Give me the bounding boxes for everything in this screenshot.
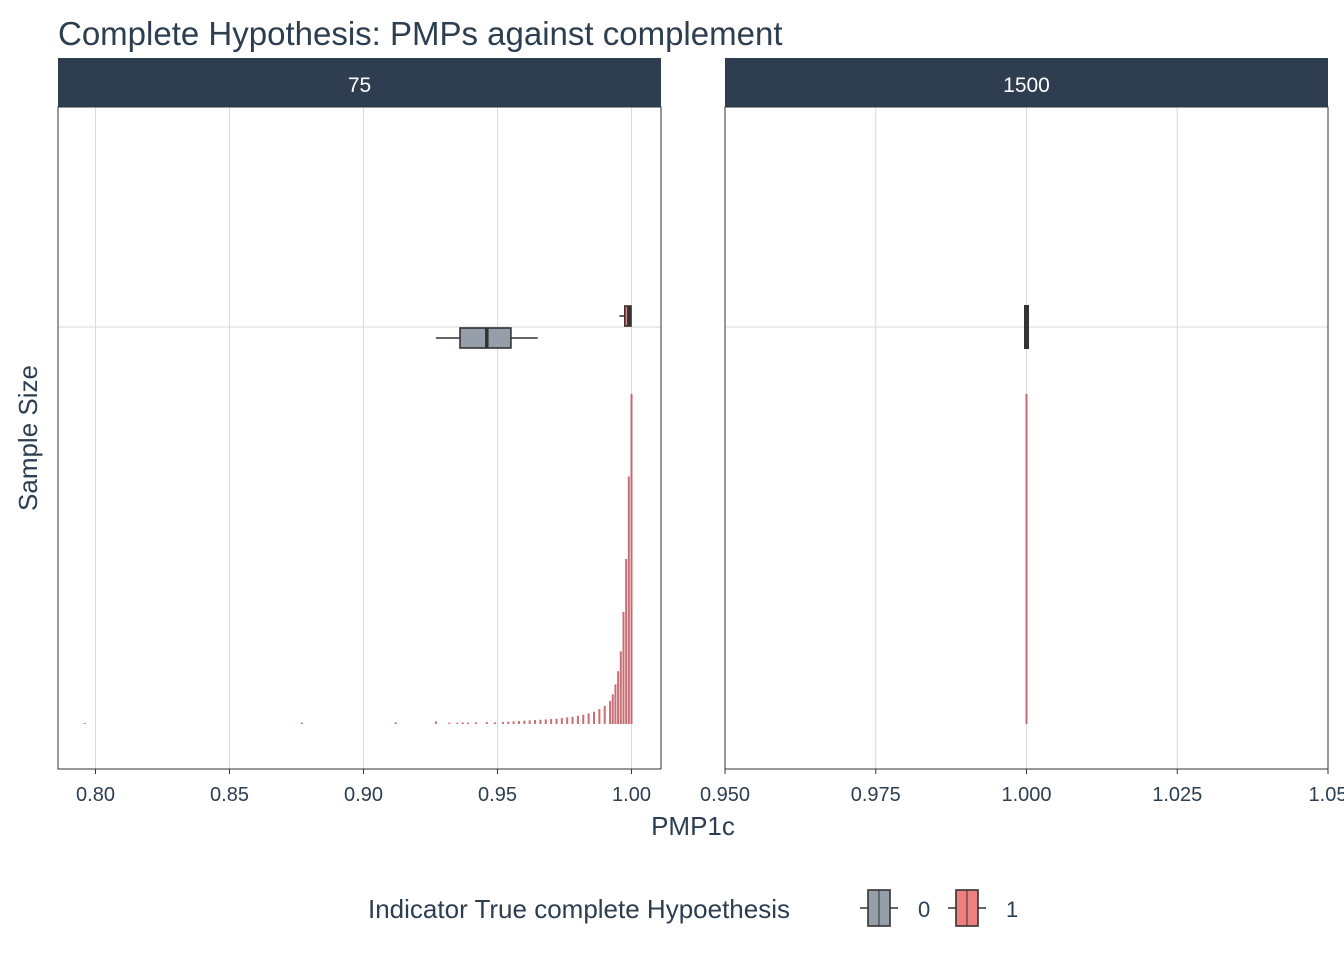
histogram-bar — [587, 713, 590, 724]
x-tick-label: 1.025 — [1152, 784, 1202, 806]
histogram-bar — [300, 722, 303, 724]
x-tick-label: 1.00 — [612, 784, 651, 806]
histogram-bar — [485, 722, 488, 724]
x-axis-label: PMP1c — [651, 811, 735, 841]
x-tick-label: 0.85 — [210, 784, 249, 806]
histogram-bar — [493, 722, 496, 724]
histogram-bar — [539, 719, 542, 724]
boxplot-group-1 — [619, 305, 632, 327]
legend-label: 0 — [918, 897, 930, 922]
boxplot-group-0 — [435, 327, 538, 349]
histogram-bar — [512, 721, 515, 724]
x-tick-label: 0.95 — [478, 784, 517, 806]
histogram-bar — [598, 709, 601, 724]
histogram-bar — [619, 651, 622, 724]
histogram-bar — [630, 394, 633, 724]
histogram-bar — [517, 721, 520, 724]
histogram-bar — [603, 705, 606, 724]
legend-key-0: 0 — [860, 889, 930, 927]
facet-strip — [58, 58, 661, 107]
histogram-bar — [461, 722, 464, 724]
x-tick-label: 0.950 — [700, 784, 750, 806]
facet-strip-label: 1500 — [1003, 74, 1050, 97]
legend-key-1: 1 — [948, 889, 1018, 927]
x-tick-label: 1.000 — [1001, 784, 1051, 806]
histogram-bar — [582, 714, 585, 724]
histogram-bar — [523, 720, 526, 724]
histogram-bar — [456, 722, 459, 724]
histogram-bar — [448, 722, 451, 724]
legend-label: 1 — [1006, 897, 1018, 922]
legend-title: Indicator True complete Hypoethesis — [368, 894, 790, 924]
histogram-bar — [550, 719, 553, 724]
histogram-bar — [501, 722, 504, 724]
histogram-bar — [571, 716, 574, 724]
histogram-bar — [611, 694, 614, 724]
y-axis-label: Sample Size — [13, 365, 43, 511]
histogram-bar — [576, 715, 579, 724]
histogram-bar — [467, 722, 470, 724]
x-tick-label: 0.80 — [76, 784, 115, 806]
histogram-bar — [617, 671, 620, 724]
histogram-bar — [534, 720, 537, 724]
histogram-bar — [614, 684, 617, 724]
legend: Indicator True complete Hypoethesis 0 1 — [368, 889, 1018, 927]
histogram-bar — [475, 722, 478, 724]
facet-strip — [725, 58, 1328, 107]
histogram-bar — [434, 721, 437, 724]
x-tick-label: 0.975 — [851, 784, 901, 806]
histogram-bar — [609, 700, 612, 724]
panel-1500: 1500 0.950 0.975 1.000 1.025 1.05 — [700, 58, 1344, 806]
histogram-bar — [83, 723, 86, 725]
panel-border — [57, 106, 662, 770]
x-tick-label: 1.05 — [1309, 784, 1344, 806]
histogram-bar — [1025, 394, 1028, 724]
histogram-bar — [625, 559, 628, 724]
histogram-bar — [555, 718, 558, 724]
panel-75: 75 0.80 0.85 0.90 0.95 1.00 — [57, 58, 662, 806]
histogram-bar — [544, 719, 547, 724]
chart-title: Complete Hypothesis: PMPs against comple… — [58, 15, 783, 52]
histogram-bar — [593, 711, 595, 724]
facet-strip-label: 75 — [348, 74, 371, 97]
histogram-bar — [394, 722, 397, 724]
histogram-bar — [507, 721, 510, 724]
histogram-bar — [627, 476, 630, 724]
histogram-bar — [566, 717, 569, 724]
histogram-bar — [622, 611, 625, 724]
x-tick-label: 0.90 — [344, 784, 383, 806]
histogram-bar — [560, 718, 563, 724]
histogram-bar — [528, 720, 531, 724]
